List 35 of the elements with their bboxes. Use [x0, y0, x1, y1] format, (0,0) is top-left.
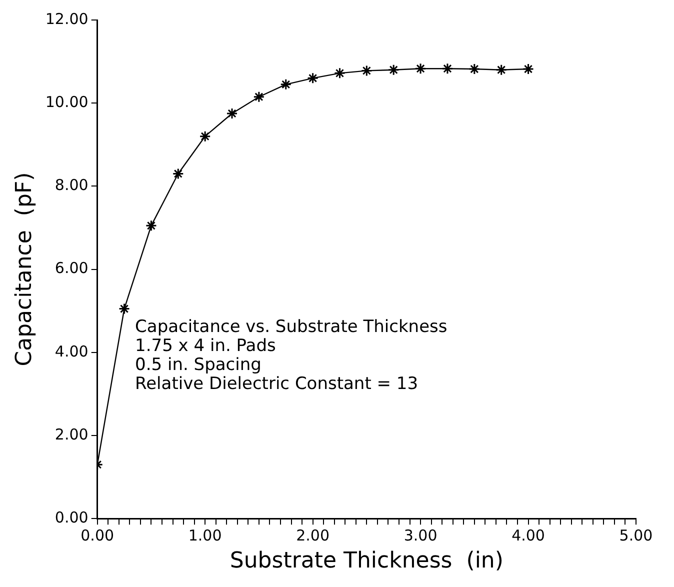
point [118, 303, 130, 315]
point [442, 62, 454, 74]
annotation: Capacitance vs. Substrate Thickness [135, 317, 448, 338]
y-tick-label: 12.00 [45, 10, 88, 28]
point [388, 64, 400, 76]
y-tick-label: 0.00 [54, 508, 88, 526]
point [199, 130, 211, 142]
x-tick-label: 1.00 [188, 526, 222, 544]
x-tick-label: 4.00 [512, 526, 545, 544]
x-tick-label: 5.00 [619, 526, 653, 544]
point [280, 78, 292, 90]
point [468, 63, 480, 75]
point [172, 168, 184, 180]
point [334, 67, 346, 79]
y-tick-label: 2.00 [54, 425, 88, 444]
annotation: 1.75 x 4 in. Pads [135, 336, 276, 356]
point [496, 64, 508, 76]
point [253, 91, 265, 103]
x-tick-label: 2.00 [296, 526, 330, 544]
point [414, 62, 426, 74]
y-tick-label: 8.00 [54, 176, 88, 194]
y-tick-label: 6.00 [54, 259, 88, 278]
point [522, 63, 534, 75]
x-tick-label: 0.00 [80, 526, 114, 544]
y-tick-label: 4.00 [54, 342, 88, 360]
point [360, 64, 372, 76]
x-axis-title: Substrate Thickness (in) [230, 548, 504, 574]
annotation: Relative Dielectric Constant = 13 [135, 374, 418, 394]
y-tick-label: 10.00 [45, 92, 88, 111]
point [307, 72, 319, 84]
y-axis-title: Capacitance (pF) [12, 172, 37, 366]
point [226, 108, 238, 120]
annotation: 0.5 in. Spacing [135, 355, 262, 376]
x-tick-label: 3.00 [404, 526, 438, 544]
point [145, 220, 157, 232]
